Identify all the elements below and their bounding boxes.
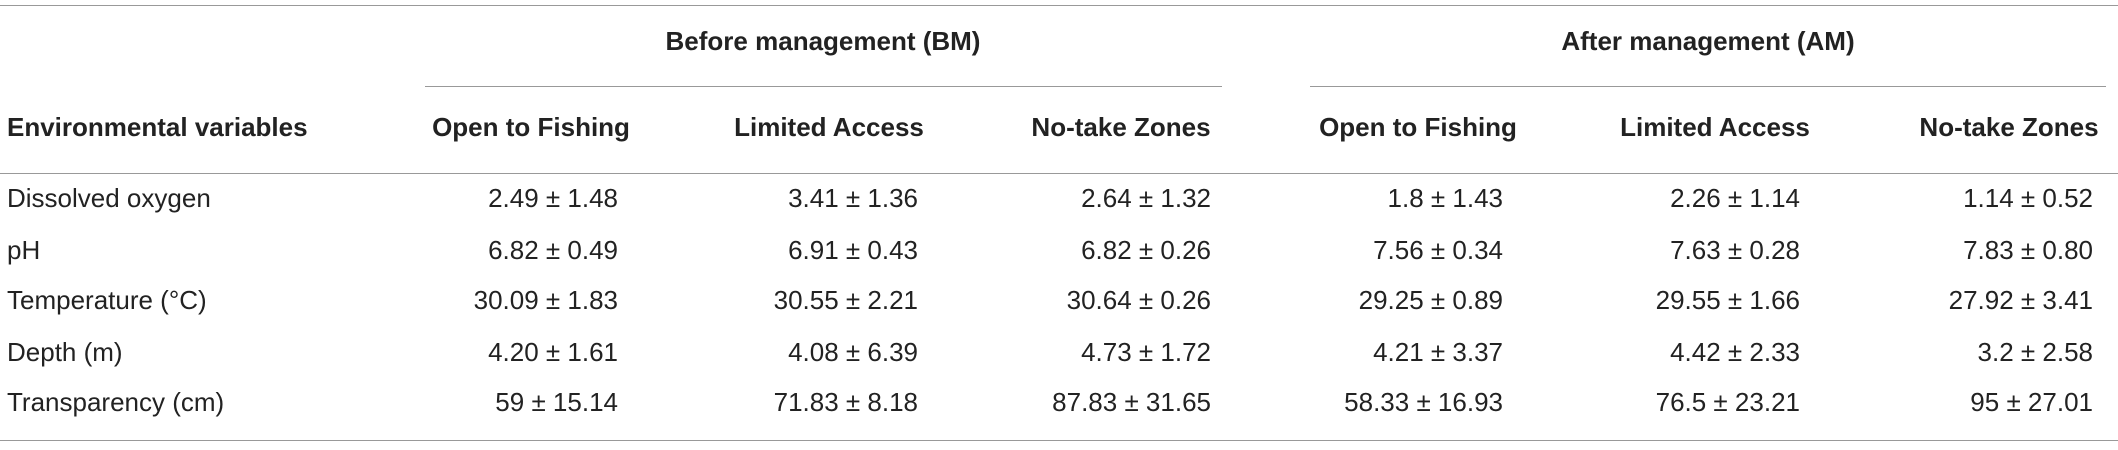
cell: 59 ± 15.14 — [495, 387, 618, 417]
group-header: Before management (BM) — [665, 26, 981, 56]
cell: 6.82 ± 0.26 — [1081, 235, 1211, 265]
row-label: Dissolved oxygen — [7, 183, 211, 213]
cell: 71.83 ± 8.18 — [773, 387, 918, 417]
cell: 58.33 ± 16.93 — [1344, 387, 1503, 417]
cell: 30.09 ± 1.83 — [473, 285, 618, 315]
cell: 2.26 ± 1.14 — [1670, 183, 1800, 213]
cell: 2.49 ± 1.48 — [488, 183, 618, 213]
cell: 30.64 ± 0.26 — [1066, 285, 1211, 315]
row-label: pH — [7, 235, 41, 265]
cell: 4.73 ± 1.72 — [1081, 337, 1211, 367]
row-label: Transparency (cm) — [7, 387, 225, 417]
column-header: No-take Zones — [1919, 112, 2099, 142]
cell: 95 ± 27.01 — [1970, 387, 2093, 417]
cell: 4.08 ± 6.39 — [788, 337, 918, 367]
cell: 27.92 ± 3.41 — [1948, 285, 2093, 315]
group-rule — [1310, 86, 2106, 87]
column-header: Limited Access — [1620, 112, 1810, 142]
column-header: Open to Fishing — [432, 112, 630, 142]
cell: 4.42 ± 2.33 — [1670, 337, 1800, 367]
cell: 4.21 ± 3.37 — [1373, 337, 1503, 367]
column-header: Open to Fishing — [1319, 112, 1517, 142]
cell: 7.63 ± 0.28 — [1670, 235, 1800, 265]
cell: 6.82 ± 0.49 — [488, 235, 618, 265]
bottom-rule — [0, 440, 2118, 441]
cell: 29.25 ± 0.89 — [1358, 285, 1503, 315]
cell: 7.83 ± 0.80 — [1963, 235, 2093, 265]
cell: 3.2 ± 2.58 — [1977, 337, 2093, 367]
header-rule — [0, 173, 2118, 174]
row-label: Temperature (°C) — [7, 285, 207, 315]
cell: 29.55 ± 1.66 — [1655, 285, 1800, 315]
cell: 6.91 ± 0.43 — [788, 235, 918, 265]
column-header: Limited Access — [734, 112, 924, 142]
cell: 2.64 ± 1.32 — [1081, 183, 1211, 213]
cell: 87.83 ± 31.65 — [1052, 387, 1211, 417]
column-header: Environmental variables — [7, 112, 308, 142]
column-header: No-take Zones — [1031, 112, 1211, 142]
top-rule — [0, 5, 2118, 6]
cell: 3.41 ± 1.36 — [788, 183, 918, 213]
cell: 7.56 ± 0.34 — [1373, 235, 1503, 265]
cell: 30.55 ± 2.21 — [773, 285, 918, 315]
cell: 1.8 ± 1.43 — [1387, 183, 1503, 213]
row-label: Depth (m) — [7, 337, 123, 367]
group-header: After management (AM) — [1561, 26, 1855, 56]
cell: 76.5 ± 23.21 — [1655, 387, 1800, 417]
group-rule — [425, 86, 1222, 87]
cell: 4.20 ± 1.61 — [488, 337, 618, 367]
cell: 1.14 ± 0.52 — [1963, 183, 2093, 213]
